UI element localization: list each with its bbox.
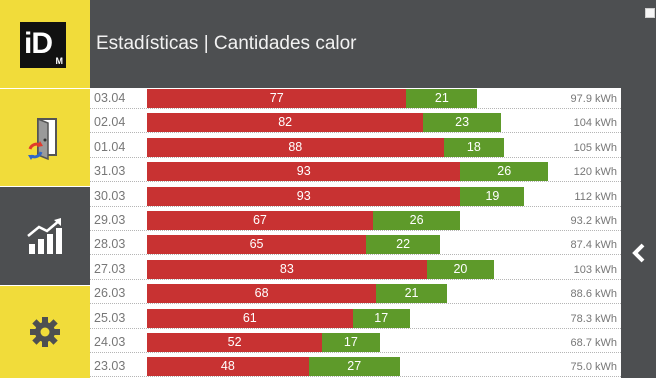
green-bar: 18: [443, 137, 505, 157]
row-date: 29.03: [94, 213, 126, 227]
row-total: 75.0 kWh: [570, 361, 617, 374]
row-total: 105 kWh: [573, 141, 617, 154]
list-item: 26.03 68 21 88.6 kWh: [90, 283, 621, 305]
list-item: 03.04 77 21 97.9 kWh: [90, 88, 621, 109]
chevron-left-icon: [631, 243, 644, 263]
green-bar: 26: [372, 211, 461, 230]
red-bar: 67: [147, 211, 373, 230]
gear-icon: [30, 317, 60, 347]
red-bar: 52: [147, 333, 323, 352]
row-date: 31.03: [94, 164, 126, 179]
logo-text: iD: [24, 27, 53, 60]
green-bar: 20: [426, 259, 495, 279]
row-date: 27.03: [94, 261, 126, 276]
row-date: 03.04: [94, 91, 126, 105]
header-bar: iD M Estadísticas | Cantidades calor: [0, 0, 656, 88]
row-total: 97.9 kWh: [570, 93, 617, 105]
nav-statistics-button[interactable]: [0, 186, 90, 285]
list-item: 23.03 48 27 75.0 kWh: [90, 356, 621, 378]
row-date: 02.04: [94, 115, 126, 130]
row-total: 112 kWh: [574, 190, 617, 203]
green-bar: 21: [376, 284, 447, 304]
nav-heating-button[interactable]: [0, 88, 90, 186]
green-bar: 21: [406, 89, 478, 108]
list-item: 27.03 83 20 103 kWh: [90, 259, 621, 280]
red-bar: 68: [147, 284, 377, 304]
green-bar: 23: [423, 113, 501, 133]
green-bar: 22: [366, 235, 441, 255]
row-date: 23.03: [94, 359, 126, 374]
row-date: 26.03: [94, 286, 126, 301]
red-bar: 93: [147, 186, 461, 206]
nav-settings-button[interactable]: [0, 285, 90, 378]
statistics-list: 03.04 77 21 97.9 kWh 02.04 82 23 104 kWh 01.04 88…: [90, 88, 621, 378]
red-bar: 48: [147, 357, 309, 377]
page-title: Estadísticas | Cantidades calor: [96, 33, 357, 54]
logo: iD M: [0, 0, 90, 88]
green-bar: 17: [352, 308, 410, 328]
logo-subscript: M: [55, 56, 64, 66]
row-total: 93.2 kWh: [570, 215, 617, 227]
window-icon[interactable]: [645, 8, 655, 18]
row-date: 30.03: [94, 188, 126, 203]
row-date: 25.03: [94, 310, 126, 325]
green-bar: 26: [460, 162, 549, 182]
list-item: 28.03 65 22 87.4 kWh: [90, 234, 621, 256]
row-date: 01.04: [94, 139, 126, 154]
row-date: 24.03: [94, 335, 126, 349]
statistics-chart-icon: [27, 218, 62, 254]
red-bar: 61: [147, 308, 353, 328]
red-bar: 65: [147, 235, 367, 255]
row-total: 68.7 kWh: [570, 337, 617, 349]
row-total: 103 kWh: [573, 263, 617, 276]
red-bar: 88: [147, 137, 444, 157]
row-total: 120 kWh: [573, 166, 617, 179]
row-date: 28.03: [94, 237, 126, 252]
list-item: 02.04 82 23 104 kWh: [90, 112, 621, 134]
door-heating-icon: [28, 117, 57, 160]
list-item: 30.03 93 19 112 kWh: [90, 186, 621, 207]
red-bar: 83: [147, 259, 427, 279]
green-bar: 17: [322, 333, 380, 352]
row-total: 87.4 kWh: [570, 239, 617, 252]
right-panel: [621, 88, 656, 378]
list-item: 25.03 61 17 78.3 kWh: [90, 308, 621, 329]
collapse-button[interactable]: [621, 238, 656, 268]
row-total: 88.6 kWh: [570, 288, 617, 301]
row-total: 104 kWh: [573, 117, 617, 130]
list-item: 01.04 88 18 105 kWh: [90, 137, 621, 158]
red-bar: 93: [147, 162, 461, 182]
green-bar: 27: [308, 357, 400, 377]
row-total: 78.3 kWh: [570, 312, 617, 325]
list-item: 24.03 52 17 68.7 kWh: [90, 332, 621, 353]
red-bar: 77: [147, 89, 407, 108]
red-bar: 82: [147, 113, 424, 133]
green-bar: 19: [460, 186, 525, 206]
list-item: 31.03 93 26 120 kWh: [90, 161, 621, 183]
list-item: 29.03 67 26 93.2 kWh: [90, 210, 621, 231]
logo-mark: iD M: [20, 22, 66, 68]
